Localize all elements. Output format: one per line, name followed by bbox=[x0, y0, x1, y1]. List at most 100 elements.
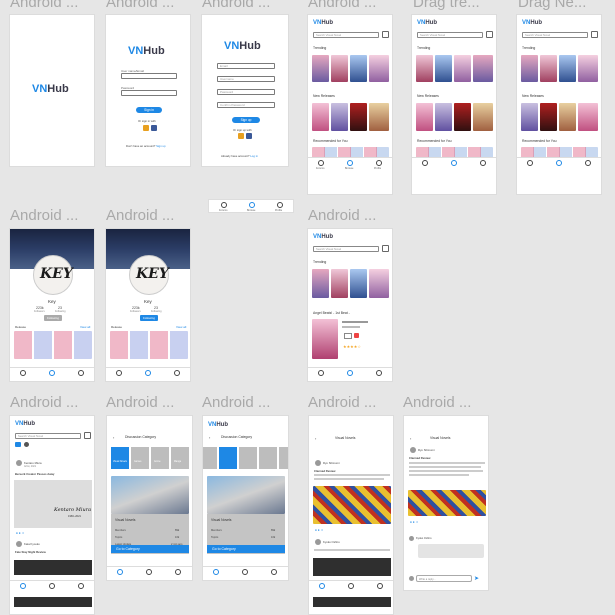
vn-cover[interactable] bbox=[435, 55, 452, 82]
browse-icon[interactable] bbox=[49, 370, 55, 376]
category-tab-visual-novels[interactable] bbox=[111, 447, 129, 469]
profile-icon[interactable] bbox=[376, 370, 382, 376]
vn-cover[interactable] bbox=[540, 103, 557, 131]
post-image[interactable] bbox=[313, 597, 391, 607]
forums-icon[interactable] bbox=[221, 202, 227, 208]
sign-up-button[interactable]: Sign up bbox=[232, 117, 260, 123]
confirm-password-field[interactable]: Confirm Password bbox=[217, 102, 275, 108]
back-arrow-icon[interactable]: ‹ bbox=[113, 435, 115, 440]
post-actions[interactable]: ● ● ⋖ bbox=[410, 520, 419, 524]
vn-cover[interactable] bbox=[416, 55, 433, 82]
filter-icon[interactable] bbox=[382, 245, 389, 252]
vn-cover[interactable] bbox=[521, 55, 538, 82]
post-image[interactable] bbox=[313, 558, 391, 576]
vn-cover[interactable] bbox=[454, 103, 471, 131]
profile-icon[interactable] bbox=[174, 370, 180, 376]
vn-cover[interactable] bbox=[312, 269, 329, 298]
post-actions[interactable]: ● ● ⋖ bbox=[315, 528, 324, 532]
vn-cover[interactable] bbox=[540, 55, 557, 82]
search-input[interactable]: Search Visual Novel bbox=[313, 32, 379, 38]
vn-cover[interactable] bbox=[521, 103, 538, 131]
vn-cover[interactable] bbox=[369, 103, 389, 131]
username-input[interactable] bbox=[121, 73, 177, 79]
filter-icon[interactable] bbox=[591, 31, 598, 38]
following-button[interactable]: Following bbox=[44, 315, 62, 321]
password-field[interactable]: Password bbox=[217, 89, 275, 95]
post-image[interactable] bbox=[14, 560, 92, 575]
facebook-icon[interactable] bbox=[151, 125, 157, 131]
post-actions[interactable]: ● ● ⋖ bbox=[16, 531, 25, 535]
sign-up-link[interactable]: Sign up bbox=[156, 144, 166, 148]
vn-cover[interactable] bbox=[331, 55, 348, 82]
email-field[interactable]: Email bbox=[217, 63, 275, 69]
vn-cover[interactable] bbox=[369, 55, 389, 82]
forums-icon[interactable] bbox=[20, 583, 26, 589]
search-input[interactable]: Search Visual Novel bbox=[15, 433, 81, 439]
back-arrow-icon[interactable]: ‹ bbox=[209, 435, 211, 440]
vn-cover[interactable] bbox=[312, 55, 329, 82]
vn-cover[interactable] bbox=[331, 103, 348, 131]
vn-cover[interactable] bbox=[435, 103, 452, 131]
release-strip[interactable] bbox=[14, 331, 92, 359]
vn-cover[interactable] bbox=[473, 55, 493, 82]
category-tab-anime[interactable] bbox=[151, 447, 169, 469]
browse-icon[interactable] bbox=[145, 370, 151, 376]
browse-icon[interactable] bbox=[242, 569, 248, 575]
recommended-strip[interactable] bbox=[416, 147, 493, 160]
back-arrow-icon[interactable]: ‹ bbox=[410, 436, 412, 441]
category-tab-games[interactable] bbox=[203, 447, 217, 469]
recommended-strip[interactable] bbox=[521, 147, 598, 160]
forums-icon[interactable] bbox=[117, 569, 123, 575]
release-strip[interactable] bbox=[110, 331, 188, 359]
google-icon[interactable] bbox=[238, 133, 244, 139]
post-image[interactable] bbox=[408, 490, 486, 516]
vn-cover[interactable] bbox=[331, 269, 348, 298]
category-tab-manga[interactable] bbox=[259, 447, 277, 469]
category-tab-more[interactable] bbox=[279, 447, 288, 469]
profile-icon[interactable] bbox=[480, 160, 486, 166]
profile-icon[interactable] bbox=[585, 160, 591, 166]
forums-icon[interactable] bbox=[318, 370, 324, 376]
view-all-link[interactable]: View all bbox=[176, 325, 187, 329]
vn-cover[interactable] bbox=[350, 103, 367, 131]
vn-cover[interactable] bbox=[559, 55, 576, 82]
forum-tab-icon[interactable] bbox=[24, 442, 29, 447]
browse-icon[interactable] bbox=[49, 583, 55, 589]
send-icon[interactable]: ➤ bbox=[474, 576, 480, 582]
profile-icon[interactable] bbox=[376, 160, 382, 166]
profile-icon[interactable] bbox=[377, 583, 383, 589]
filter-icon[interactable] bbox=[84, 432, 91, 439]
search-input[interactable]: Search Visual Novel bbox=[522, 32, 588, 38]
following-button[interactable]: Following bbox=[140, 315, 158, 321]
profile-icon[interactable] bbox=[78, 370, 84, 376]
profile-icon[interactable] bbox=[175, 569, 181, 575]
vn-cover[interactable] bbox=[454, 55, 471, 82]
browse-icon[interactable] bbox=[249, 202, 255, 208]
vn-cover[interactable] bbox=[350, 55, 367, 82]
forums-icon[interactable] bbox=[527, 160, 533, 166]
vn-cover[interactable] bbox=[578, 55, 598, 82]
password-input[interactable] bbox=[121, 90, 177, 96]
back-arrow-icon[interactable]: ‹ bbox=[315, 436, 317, 441]
log-in-link[interactable]: Log in bbox=[250, 154, 258, 158]
browse-icon[interactable] bbox=[348, 583, 354, 589]
reply-input[interactable]: Write a reply... bbox=[416, 575, 472, 582]
search-input[interactable]: Search Visual Novel bbox=[313, 246, 379, 252]
view-all-link[interactable]: View all bbox=[80, 325, 91, 329]
category-tab-games[interactable] bbox=[131, 447, 149, 469]
profile-icon[interactable] bbox=[271, 569, 277, 575]
forums-icon[interactable] bbox=[318, 160, 324, 166]
google-icon[interactable] bbox=[143, 125, 149, 131]
vn-cover[interactable] bbox=[473, 103, 493, 131]
vn-cover[interactable] bbox=[350, 269, 367, 298]
forums-icon[interactable] bbox=[319, 583, 325, 589]
go-to-category-button[interactable]: Go to Category bbox=[111, 545, 189, 553]
profile-icon[interactable] bbox=[277, 202, 283, 208]
sign-in-button[interactable]: Sign in bbox=[136, 107, 162, 113]
vn-cover[interactable] bbox=[369, 269, 389, 298]
go-to-category-button[interactable]: Go to Category bbox=[207, 545, 285, 553]
forums-icon[interactable] bbox=[213, 569, 219, 575]
recommended-strip[interactable] bbox=[312, 147, 389, 160]
username-field[interactable]: Username bbox=[217, 76, 275, 82]
browse-icon[interactable] bbox=[556, 160, 562, 166]
